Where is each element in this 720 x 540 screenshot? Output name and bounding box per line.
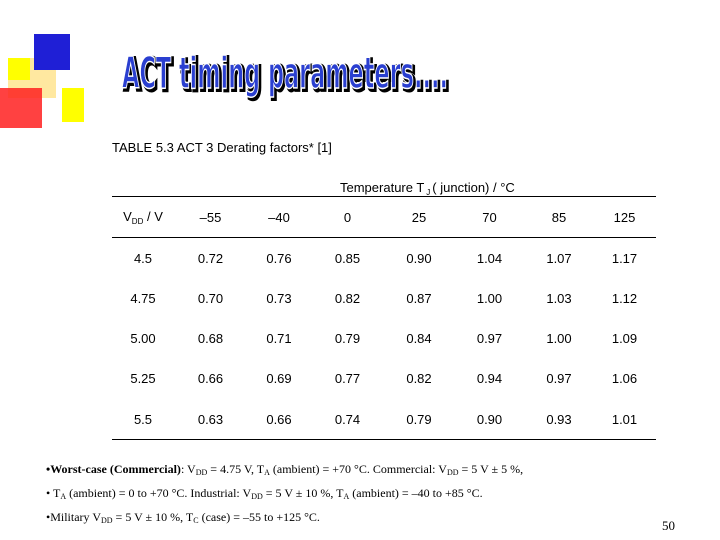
factor-cell: 1.00 [476, 290, 503, 306]
table-caption: TABLE 5.3 ACT 3 Derating factors* [1] [112, 140, 332, 155]
deco-square-yellow-top [8, 58, 30, 80]
factor-cell: 0.79 [334, 331, 361, 347]
deco-square-yellow-bottom [62, 88, 84, 122]
vdd-header-cell: VDD / V [112, 195, 174, 239]
factor-cell: 0.76 [266, 250, 292, 266]
derating-table: VDD / V –55 –40 0 25 70 85 125 4.5 0.72 … [112, 195, 656, 441]
deco-square-red [0, 88, 42, 128]
factor-cell: 0.94 [476, 371, 503, 387]
table-row: 5.00 0.68 0.71 0.79 0.84 0.97 1.00 1.09 [112, 319, 656, 359]
vdd-cell: 4.5 [133, 250, 153, 266]
factor-cell: 0.70 [197, 290, 224, 306]
factor-cell: 0.77 [334, 371, 361, 387]
factor-cell: 0.93 [525, 398, 593, 441]
table-header-row: VDD / V –55 –40 0 25 70 85 125 [112, 195, 656, 239]
factor-cell: 0.71 [266, 331, 292, 347]
footnote-military: •Military VDD = 5 V ± 10 %, TC (case) = … [46, 510, 320, 525]
factor-cell: 0.97 [546, 371, 572, 387]
temp-header-cell: 125 [593, 195, 656, 239]
factor-cell: 0.84 [406, 331, 432, 347]
svg-text:ACT timing parameters....: ACT timing parameters.... [124, 50, 450, 101]
slide-title-text: ACT timing parameters.... [122, 48, 448, 99]
factor-cell: 1.06 [611, 371, 638, 387]
temp-header-cell: –40 [247, 195, 311, 239]
table-row: 4.5 0.72 0.76 0.85 0.90 1.04 1.07 1.17 [112, 238, 656, 279]
page-number: 50 [662, 518, 675, 533]
factor-cell: 1.07 [546, 250, 572, 266]
temp-header-cell: 85 [525, 195, 593, 239]
factor-cell: 0.68 [197, 331, 224, 347]
temp-header-cell: 70 [454, 195, 525, 239]
factor-cell: 0.82 [334, 290, 361, 306]
factor-cell: 0.85 [334, 250, 361, 266]
factor-cell: 1.01 [593, 398, 656, 441]
factor-cell: 1.04 [476, 250, 503, 266]
factor-cell: 0.69 [266, 371, 292, 387]
vdd-cell: 5.5 [112, 398, 174, 441]
factor-cell: 1.00 [546, 331, 572, 347]
footnote-worst-case: •Worst-case (Commercial): VDD = 4.75 V, … [46, 462, 524, 477]
table-row: 5.5 0.63 0.66 0.74 0.79 0.90 0.93 1.01 [112, 398, 656, 441]
footnote-industrial: • TA (ambient) = 0 to +70 °C. Industrial… [46, 486, 483, 501]
deco-square-blue [34, 34, 70, 70]
slide-title: ACT timing parameters.... ACT timing par… [120, 42, 460, 104]
factor-cell: 0.72 [197, 250, 224, 266]
factor-cell: 0.90 [454, 398, 525, 441]
factor-cell: 0.73 [266, 290, 292, 306]
vdd-cell: 4.75 [130, 290, 156, 306]
factor-cell: 0.66 [247, 398, 311, 441]
factor-cell: 0.90 [406, 250, 432, 266]
vdd-cell: 5.00 [130, 331, 156, 347]
factor-cell: 0.74 [311, 398, 384, 441]
factor-cell: 0.82 [406, 371, 432, 387]
factor-cell: 0.79 [384, 398, 454, 441]
table-row: 5.25 0.66 0.69 0.77 0.82 0.94 0.97 1.06 [112, 359, 656, 399]
temperature-header: Temperature T J( junction) / °C [340, 180, 515, 197]
temp-header-cell: 0 [311, 195, 384, 239]
temp-header-cell: 25 [384, 195, 454, 239]
factor-cell: 0.63 [174, 398, 247, 441]
factor-cell: 1.03 [546, 290, 572, 306]
factor-cell: 1.09 [611, 331, 638, 347]
factor-cell: 1.12 [611, 290, 638, 306]
table-row: 4.75 0.70 0.73 0.82 0.87 1.00 1.03 1.12 [112, 278, 656, 318]
footnotes: •Worst-case (Commercial): VDD = 4.75 V, … [46, 459, 523, 531]
factor-cell: 0.87 [406, 290, 432, 306]
factor-cell: 0.66 [197, 371, 224, 387]
vdd-cell: 5.25 [130, 371, 156, 387]
factor-cell: 0.97 [476, 331, 503, 347]
factor-cell: 1.17 [611, 250, 638, 266]
temp-header-cell: –55 [174, 195, 247, 239]
